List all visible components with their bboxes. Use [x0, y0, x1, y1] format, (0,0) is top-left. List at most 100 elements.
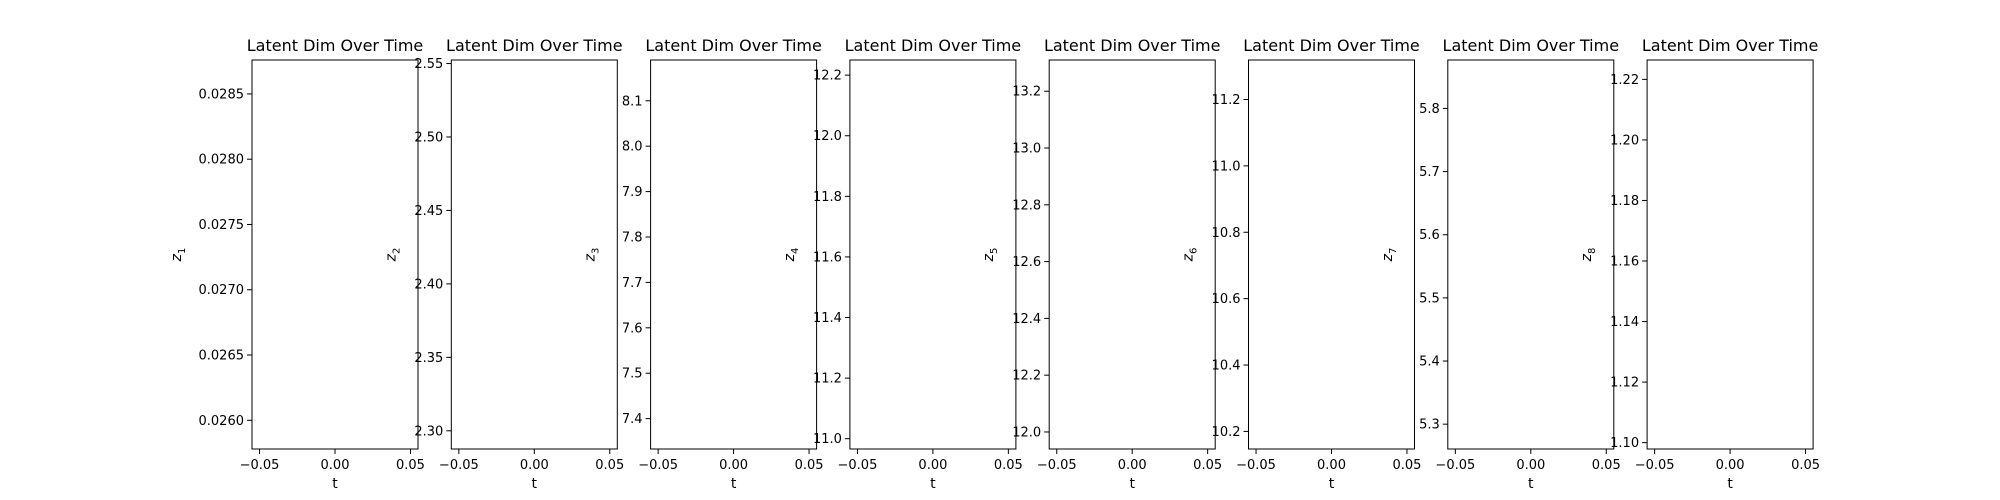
y-tick-label: 12.0 — [813, 129, 842, 144]
subplot-6: Latent Dim Over Time −0.05 0.00 0.05 10.2 10.… — [1181, 36, 1422, 492]
y-tick-label: 11.8 — [813, 190, 842, 205]
y-tick-label: 10.8 — [1212, 226, 1241, 241]
y-tick-label: 1.16 — [1610, 255, 1639, 270]
chart-title: Latent Dim Over Time — [247, 36, 424, 55]
subplot-5: Latent Dim Over Time −0.05 0.00 0.05 12.0 12.… — [981, 36, 1222, 492]
y-tick-label: 12.2 — [813, 69, 842, 84]
y-tick-label: 1.14 — [1610, 315, 1639, 330]
x-tick-label: 0.05 — [1392, 458, 1421, 473]
subplots: Latent Dim Over Time −0.05 0.00 0.05 0.0260 0… — [169, 36, 1820, 492]
axes-frame — [251, 59, 419, 450]
axes-frame — [1248, 59, 1415, 450]
y-tick-label: 7.5 — [622, 367, 643, 382]
y-tick-label: 5.3 — [1419, 418, 1440, 433]
x-tick-label: 0.05 — [1791, 458, 1820, 473]
x-tick-label: 0.00 — [520, 458, 549, 473]
x-tick-label: 0.00 — [1118, 458, 1147, 473]
x-axis-label: t — [930, 476, 936, 492]
axes-frame — [849, 59, 1017, 450]
y-tick-label: 11.2 — [813, 372, 842, 387]
y-tick-label: 1.12 — [1610, 376, 1639, 391]
y-tick-label: 7.9 — [622, 185, 643, 200]
y-tick-label: 0.0260 — [199, 414, 245, 429]
x-tick-label: 0.00 — [918, 458, 947, 473]
y-tick-label: 2.35 — [414, 351, 443, 366]
y-tick-label: 5.8 — [1419, 102, 1440, 117]
y-tick-label: 0.0270 — [199, 283, 245, 298]
axes-frame — [450, 59, 618, 450]
x-tick-label: 0.05 — [595, 458, 624, 473]
y-tick-label: 0.0265 — [199, 349, 245, 364]
y-tick-label: 5.4 — [1419, 355, 1440, 370]
x-axis-label: t — [532, 476, 538, 492]
y-tick-label: 11.0 — [1212, 159, 1241, 174]
y-axis-label: z7 — [1380, 248, 1399, 263]
x-tick-label: 0.00 — [1317, 458, 1346, 473]
y-tick-label: 5.5 — [1419, 291, 1440, 306]
y-axis-label: z6 — [1181, 248, 1200, 263]
y-tick-label: 10.4 — [1212, 359, 1241, 374]
y-tick-label: 7.8 — [622, 230, 643, 245]
x-tick-label: −0.05 — [439, 458, 479, 473]
x-tick-label: 0.00 — [1516, 458, 1545, 473]
chart-title: Latent Dim Over Time — [446, 36, 623, 55]
y-tick-label: 0.0285 — [199, 87, 245, 102]
y-axis-label: z1 — [169, 248, 188, 263]
y-tick-label: 13.2 — [1012, 85, 1041, 100]
x-tick-label: 0.05 — [1592, 458, 1621, 473]
x-axis-label: t — [332, 476, 338, 492]
chart-title: Latent Dim Over Time — [1443, 36, 1620, 55]
x-axis-label: t — [731, 476, 737, 492]
x-tick-label: 0.00 — [321, 458, 350, 473]
subplot-8: Latent Dim Over Time −0.05 0.00 0.05 1.10 1.1… — [1579, 36, 1820, 492]
x-axis-label: t — [1727, 476, 1733, 492]
y-tick-label: 5.6 — [1419, 228, 1440, 243]
axes-frame — [1447, 59, 1615, 450]
y-tick-label: 7.4 — [622, 412, 643, 427]
x-tick-label: −0.05 — [240, 458, 280, 473]
axes-frame — [1646, 59, 1814, 450]
y-tick-label: 2.30 — [414, 424, 443, 439]
y-tick-label: 11.0 — [813, 432, 842, 447]
chart-title: Latent Dim Over Time — [845, 36, 1022, 55]
chart-title: Latent Dim Over Time — [1642, 36, 1819, 55]
x-tick-label: −0.05 — [638, 458, 678, 473]
x-tick-label: 0.05 — [396, 458, 425, 473]
x-tick-label: 0.00 — [719, 458, 748, 473]
x-tick-label: −0.05 — [1037, 458, 1077, 473]
y-tick-label: 12.8 — [1012, 198, 1041, 213]
y-tick-label: 12.6 — [1012, 255, 1041, 270]
subplot-3: Latent Dim Over Time −0.05 0.00 0.05 7.4 7.5 7… — [583, 36, 824, 492]
x-tick-label: 0.05 — [1193, 458, 1222, 473]
y-tick-label: 0.0275 — [199, 218, 245, 233]
x-tick-label: −0.05 — [1435, 458, 1475, 473]
y-tick-label: 7.7 — [622, 276, 643, 291]
x-tick-label: 0.05 — [795, 458, 824, 473]
y-tick-label: 1.20 — [1610, 133, 1639, 148]
x-axis-label: t — [1528, 476, 1534, 492]
y-tick-label: 0.0280 — [199, 153, 245, 168]
subplot-1: Latent Dim Over Time −0.05 0.00 0.05 0.0260 0… — [169, 36, 425, 492]
subplot-4: Latent Dim Over Time −0.05 0.00 0.05 11.0 11.… — [782, 36, 1023, 492]
y-tick-label: 12.0 — [1012, 425, 1041, 440]
x-tick-label: −0.05 — [838, 458, 878, 473]
y-axis-label: z3 — [583, 248, 602, 263]
y-tick-label: 8.0 — [622, 140, 643, 155]
y-tick-label: 5.7 — [1419, 165, 1440, 180]
y-tick-label: 8.1 — [622, 94, 643, 109]
y-tick-label: 10.2 — [1212, 425, 1241, 440]
y-axis-label: z4 — [782, 248, 801, 263]
y-tick-label: 11.4 — [813, 311, 842, 326]
chart-title: Latent Dim Over Time — [1044, 36, 1221, 55]
y-tick-label: 12.2 — [1012, 369, 1041, 384]
x-tick-label: −0.05 — [1236, 458, 1276, 473]
subplot-7: Latent Dim Over Time −0.05 0.00 0.05 5.3 5.4 5… — [1380, 36, 1621, 492]
y-tick-label: 1.10 — [1610, 436, 1639, 451]
chart-title: Latent Dim Over Time — [1243, 36, 1420, 55]
y-tick-label: 13.0 — [1012, 142, 1041, 157]
y-tick-label: 2.40 — [414, 277, 443, 292]
axes-frame — [1048, 59, 1216, 450]
axes-frame — [650, 59, 818, 450]
subplot-2: Latent Dim Over Time −0.05 0.00 0.05 2.30 2.3… — [383, 36, 624, 492]
